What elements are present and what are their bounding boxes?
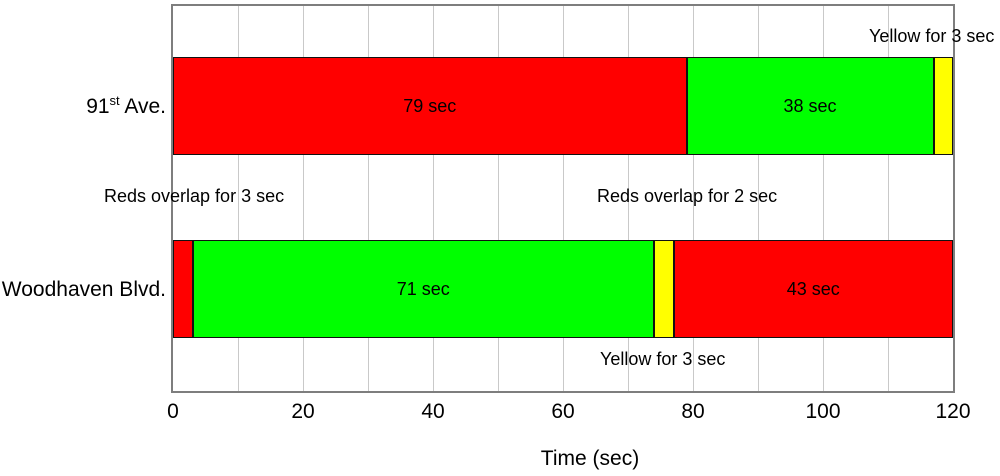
bar-segment-yellow-117to120 <box>933 57 953 155</box>
x-tick-100: 100 <box>805 400 841 423</box>
gridline-100s <box>823 6 824 391</box>
gridline-10s <box>238 6 239 391</box>
bar-segment-red-77to120: 43 sec <box>673 240 953 338</box>
x-tick-80: 80 <box>681 400 705 423</box>
annotation-yellow-bottom: Yellow for 3 sec <box>600 349 726 369</box>
gridline-40s <box>433 6 434 391</box>
x-tick-40: 40 <box>421 400 445 423</box>
gridline-20s <box>303 6 304 391</box>
gridline-110s <box>888 6 889 391</box>
gridline-30s <box>368 6 369 391</box>
segment-duration-label: 71 sec <box>396 278 450 299</box>
bar-segment-green-3to74: 71 sec <box>192 240 654 338</box>
annotation-yellow-top: Yellow for 3 sec <box>869 26 995 46</box>
annotation-reds-overlap-3: Reds overlap for 3 sec <box>104 186 285 206</box>
plot-grid: 79 sec 38 sec 71 sec 43 sec <box>173 6 953 391</box>
gridline-80s <box>693 6 694 391</box>
x-axis-title: Time (sec) <box>540 447 640 470</box>
segment-duration-label: 38 sec <box>783 95 837 116</box>
row-label-woodhaven-blvd: Woodhaven Blvd. <box>1 278 166 301</box>
bar-segment-yellow-74to77 <box>654 240 674 338</box>
gridline-50s <box>498 6 499 391</box>
gridline-60s <box>563 6 564 391</box>
x-tick-0: 0 <box>167 400 179 423</box>
gridline-90s <box>758 6 759 391</box>
segment-duration-label: 43 sec <box>786 278 840 299</box>
row-label-91st-ave: 91st Ave. <box>86 93 166 118</box>
x-tick-120: 120 <box>935 400 971 423</box>
gridline-70s <box>628 6 629 391</box>
bar-segment-red-0to3 <box>173 240 193 338</box>
plot-area: 79 sec 38 sec 71 sec 43 sec <box>171 4 955 393</box>
x-tick-60: 60 <box>551 400 575 423</box>
bar-segment-red-0to79: 79 sec <box>173 57 687 155</box>
bar-segment-green-79to117: 38 sec <box>686 57 934 155</box>
annotation-reds-overlap-2: Reds overlap for 2 sec <box>597 186 778 206</box>
x-tick-20: 20 <box>291 400 315 423</box>
segment-duration-label: 79 sec <box>403 95 457 116</box>
